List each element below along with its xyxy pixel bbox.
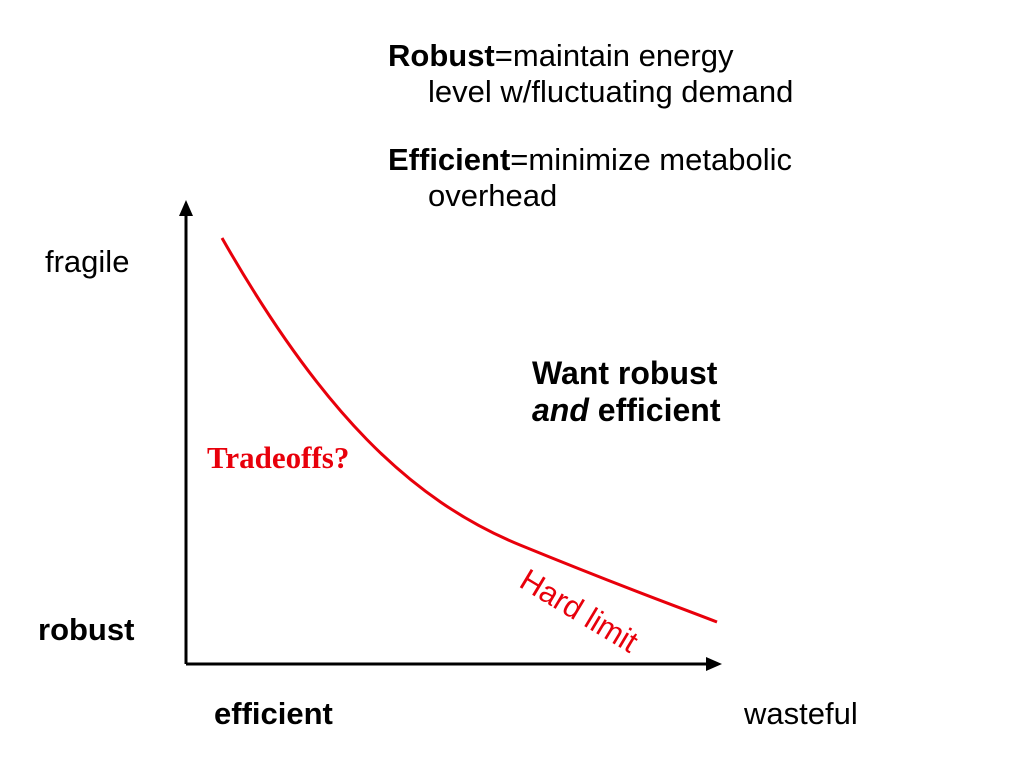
efficient-definition: Efficient=minimize metabolic overhead <box>388 142 792 214</box>
x-axis-right-label: wasteful <box>744 696 858 731</box>
efficient-def-line1: =minimize metabolic <box>510 142 792 177</box>
tradeoffs-label: Tradeoffs? <box>207 440 350 475</box>
y-axis-bottom-label: robust <box>38 612 135 647</box>
goal-callout: Want robust and efficient <box>532 355 720 429</box>
robust-term: Robust <box>388 38 495 73</box>
y-axis-arrowhead <box>179 200 193 216</box>
efficient-def-line2: overhead <box>428 178 558 213</box>
goal-callout-em: and <box>532 392 589 428</box>
robust-definition: Robust=maintain energy level w/fluctuati… <box>388 38 793 110</box>
robust-def-line2: level w/fluctuating demand <box>428 74 794 109</box>
y-axis-top-label: fragile <box>45 244 130 279</box>
hard-limit-curve <box>220 237 718 624</box>
goal-callout-line2: efficient <box>588 392 721 428</box>
goal-callout-line1: Want robust <box>532 355 718 391</box>
x-axis-arrowhead <box>706 657 722 671</box>
x-axis-left-label: efficient <box>214 696 333 731</box>
robust-def-line1: =maintain energy <box>494 38 734 73</box>
efficient-term: Efficient <box>388 142 511 177</box>
